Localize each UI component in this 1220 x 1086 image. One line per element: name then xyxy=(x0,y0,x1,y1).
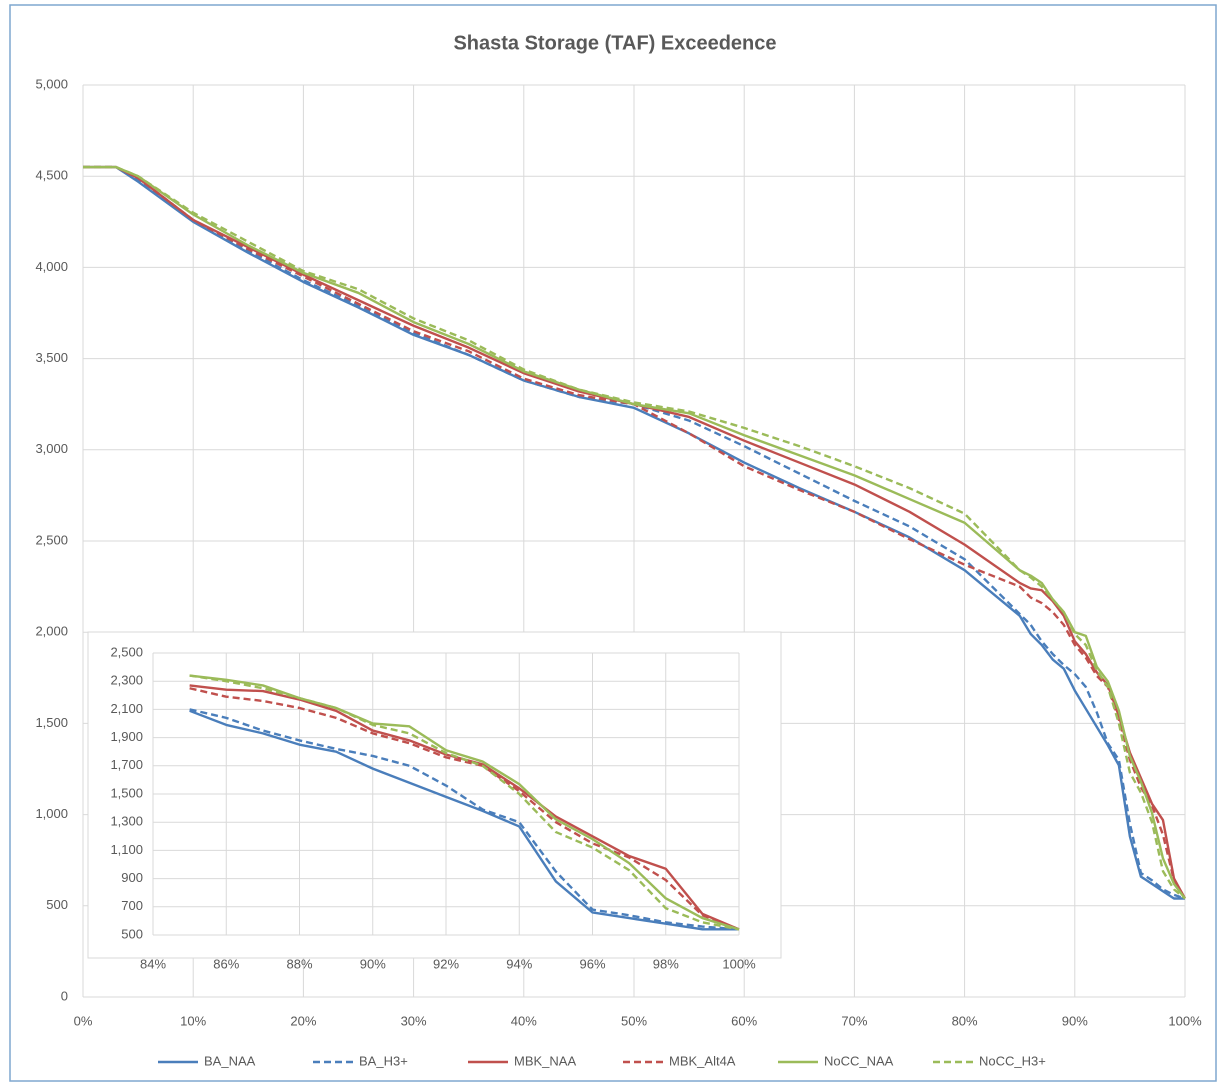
series-line xyxy=(189,709,739,931)
x-tick-label: 20% xyxy=(290,1013,316,1028)
x-tick-label: 90% xyxy=(1062,1013,1088,1028)
series-line xyxy=(83,165,1185,900)
y-tick-label: 500 xyxy=(121,926,143,941)
y-tick-label: 2,000 xyxy=(35,624,68,639)
x-tick-label: 10% xyxy=(180,1013,206,1028)
y-tick-label: 2,500 xyxy=(110,644,143,659)
series-line xyxy=(189,674,740,931)
x-tick-label: 100% xyxy=(1168,1013,1202,1028)
y-tick-label: 1,900 xyxy=(110,729,143,744)
x-tick-label: 50% xyxy=(621,1013,647,1028)
series-line xyxy=(189,708,740,931)
x-tick-label: 96% xyxy=(579,956,605,971)
x-tick-label: 100% xyxy=(722,956,756,971)
y-tick-label: 0 xyxy=(61,988,68,1003)
y-tick-label: 500 xyxy=(46,897,68,912)
x-tick-label: 84% xyxy=(140,956,166,971)
x-tick-label: 0% xyxy=(74,1013,93,1028)
series-line xyxy=(83,165,1186,900)
x-tick-label: 94% xyxy=(506,956,532,971)
x-tick-label: 92% xyxy=(433,956,459,971)
y-tick-label: 3,000 xyxy=(35,441,68,456)
y-tick-label: 2,100 xyxy=(110,701,143,716)
y-tick-label: 1,700 xyxy=(110,757,143,772)
x-tick-label: 70% xyxy=(841,1013,867,1028)
legend-label: NoCC_H3+ xyxy=(979,1053,1046,1068)
x-tick-label: 40% xyxy=(511,1013,537,1028)
x-tick-label: 80% xyxy=(952,1013,978,1028)
chart-title: Shasta Storage (TAF) Exceedence xyxy=(453,32,776,54)
y-tick-label: 1,100 xyxy=(110,842,143,857)
y-tick-label: 700 xyxy=(121,898,143,913)
y-tick-label: 1,500 xyxy=(35,715,68,730)
x-tick-label: 60% xyxy=(731,1013,757,1028)
legend-label: BA_NAA xyxy=(204,1053,256,1068)
x-tick-label: 90% xyxy=(360,956,386,971)
legend-label: NoCC_NAA xyxy=(824,1053,894,1068)
legend-label: MBK_Alt4A xyxy=(669,1053,736,1068)
y-tick-label: 900 xyxy=(121,870,143,885)
y-tick-label: 1,000 xyxy=(35,806,68,821)
y-tick-label: 4,000 xyxy=(35,259,68,274)
x-tick-label: 30% xyxy=(401,1013,427,1028)
x-tick-label: 86% xyxy=(213,956,239,971)
y-tick-label: 4,500 xyxy=(35,168,68,183)
legend-label: MBK_NAA xyxy=(514,1053,576,1068)
y-tick-label: 1,500 xyxy=(110,785,143,800)
series-line xyxy=(189,687,740,931)
series-line xyxy=(189,674,740,931)
series-line xyxy=(83,165,1186,900)
y-tick-label: 3,500 xyxy=(35,350,68,365)
y-tick-label: 1,300 xyxy=(110,814,143,829)
x-tick-label: 98% xyxy=(653,956,679,971)
legend-label: BA_H3+ xyxy=(359,1053,408,1068)
series-line xyxy=(83,165,1187,900)
y-tick-label: 5,000 xyxy=(35,76,68,91)
y-tick-label: 2,300 xyxy=(110,673,143,688)
x-tick-label: 88% xyxy=(286,956,312,971)
y-tick-label: 2,500 xyxy=(35,532,68,547)
series-line xyxy=(83,165,1186,900)
